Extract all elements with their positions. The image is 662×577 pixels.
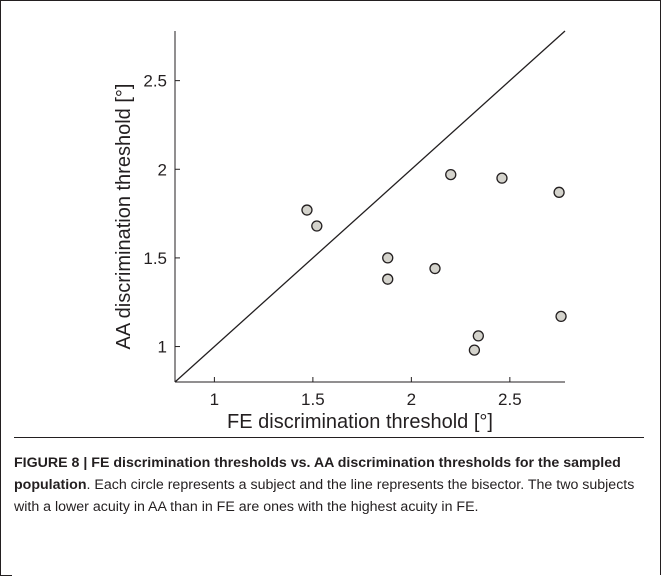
bisector-line: [174, 30, 566, 383]
x-tick-label: 1: [210, 390, 219, 409]
y-tick-label: 1: [158, 338, 167, 357]
data-point: [555, 310, 567, 323]
y-tick-label: 1.5: [143, 249, 167, 268]
chart-points: [301, 168, 567, 356]
data-point: [472, 330, 484, 342]
data-point: [301, 204, 313, 216]
x-tick-label: 1.5: [301, 390, 325, 409]
frame-bottom-stub: [0, 575, 12, 576]
figure-caption: FIGURE 8 | FE discrimination thresholds …: [14, 452, 650, 518]
data-point: [311, 220, 323, 232]
x-axis-label: FE discrimination threshold [°]: [227, 411, 493, 433]
data-point: [496, 172, 508, 184]
chart-axes: [174, 31, 565, 383]
data-point: [468, 344, 481, 356]
data-point: [382, 252, 394, 264]
data-point: [445, 168, 457, 181]
data-point: [382, 273, 394, 285]
caption-rule: [14, 437, 644, 438]
data-point: [553, 186, 565, 198]
scatter-chart: 1 1.5 2 2.5 1 1.5 2 2.5 FE discrimination thres…: [113, 30, 567, 433]
chart-ticks: 1 1.5 2 2.5 1 1.5 2 2.5: [143, 72, 521, 409]
y-axis-label: AA discrimination threshold [°]: [113, 84, 135, 350]
data-point: [429, 262, 441, 275]
y-tick-label: 2.5: [143, 72, 167, 91]
x-tick-label: 2.5: [498, 390, 522, 409]
x-tick-label: 2: [407, 390, 416, 409]
caption-label: FIGURE 8 | FE discrimination thresholds …: [14, 455, 621, 493]
y-tick-label: 2: [158, 160, 167, 179]
caption-text: . Each circle represents a subject and t…: [14, 477, 635, 515]
